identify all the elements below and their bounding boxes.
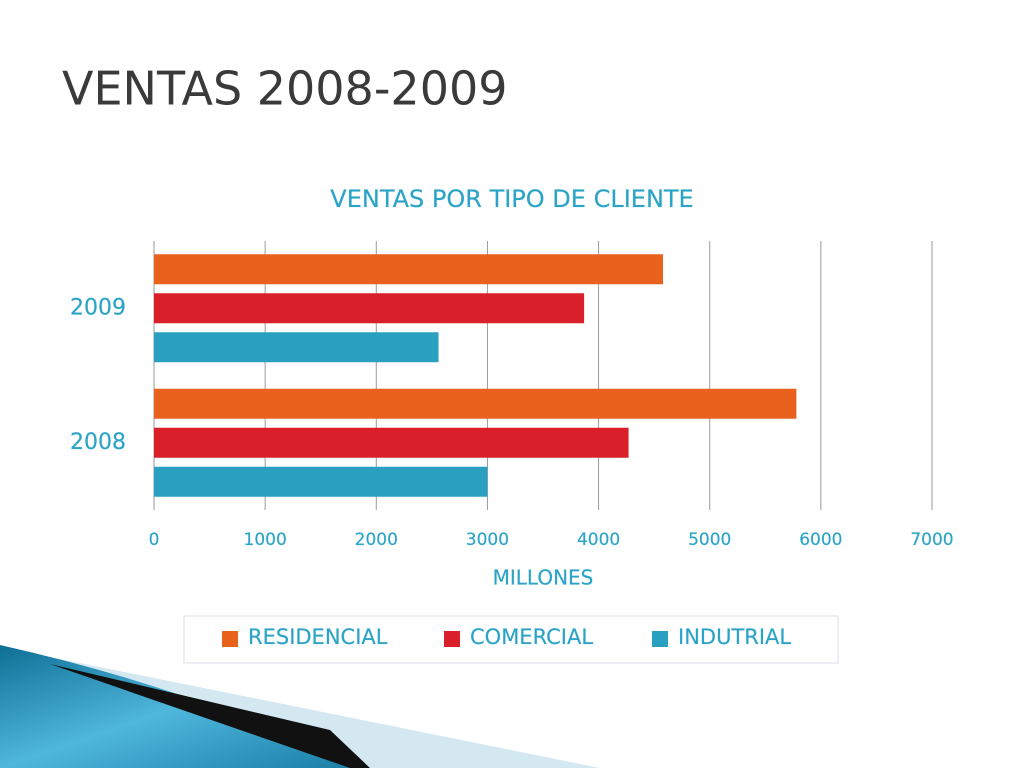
bar: [154, 293, 585, 324]
bar: [154, 254, 664, 285]
x-tick-label: 3000: [466, 530, 509, 550]
bar: [154, 466, 488, 497]
legend-swatch: [652, 631, 668, 647]
x-tick-label: 5000: [688, 530, 731, 550]
x-tick-label: 2000: [355, 530, 398, 550]
chart-title: VENTAS POR TIPO DE CLIENTE: [330, 185, 693, 213]
legend-swatch: [444, 631, 460, 647]
decor-black: [50, 664, 370, 768]
legend-box: [183, 615, 839, 664]
legend-label: COMERCIAL: [470, 625, 593, 649]
x-tick-label: 0: [149, 530, 160, 550]
slide-title: VENTAS 2008-2009: [62, 62, 508, 116]
x-tick-label: 4000: [577, 530, 620, 550]
bar: [154, 332, 439, 363]
x-tick-label: 1000: [244, 530, 287, 550]
y-tick-label: 2008: [70, 430, 126, 455]
y-tick-label: 2009: [70, 295, 126, 320]
x-tick-label: 6000: [799, 530, 842, 550]
x-tick-label: 7000: [910, 530, 953, 550]
bar: [154, 427, 629, 458]
x-axis-title: MILLONES: [493, 566, 594, 590]
legend-label: RESIDENCIAL: [248, 625, 388, 649]
bar: [154, 388, 797, 419]
legend-swatch: [222, 631, 238, 647]
legend-label: INDUTRIAL: [678, 625, 791, 649]
